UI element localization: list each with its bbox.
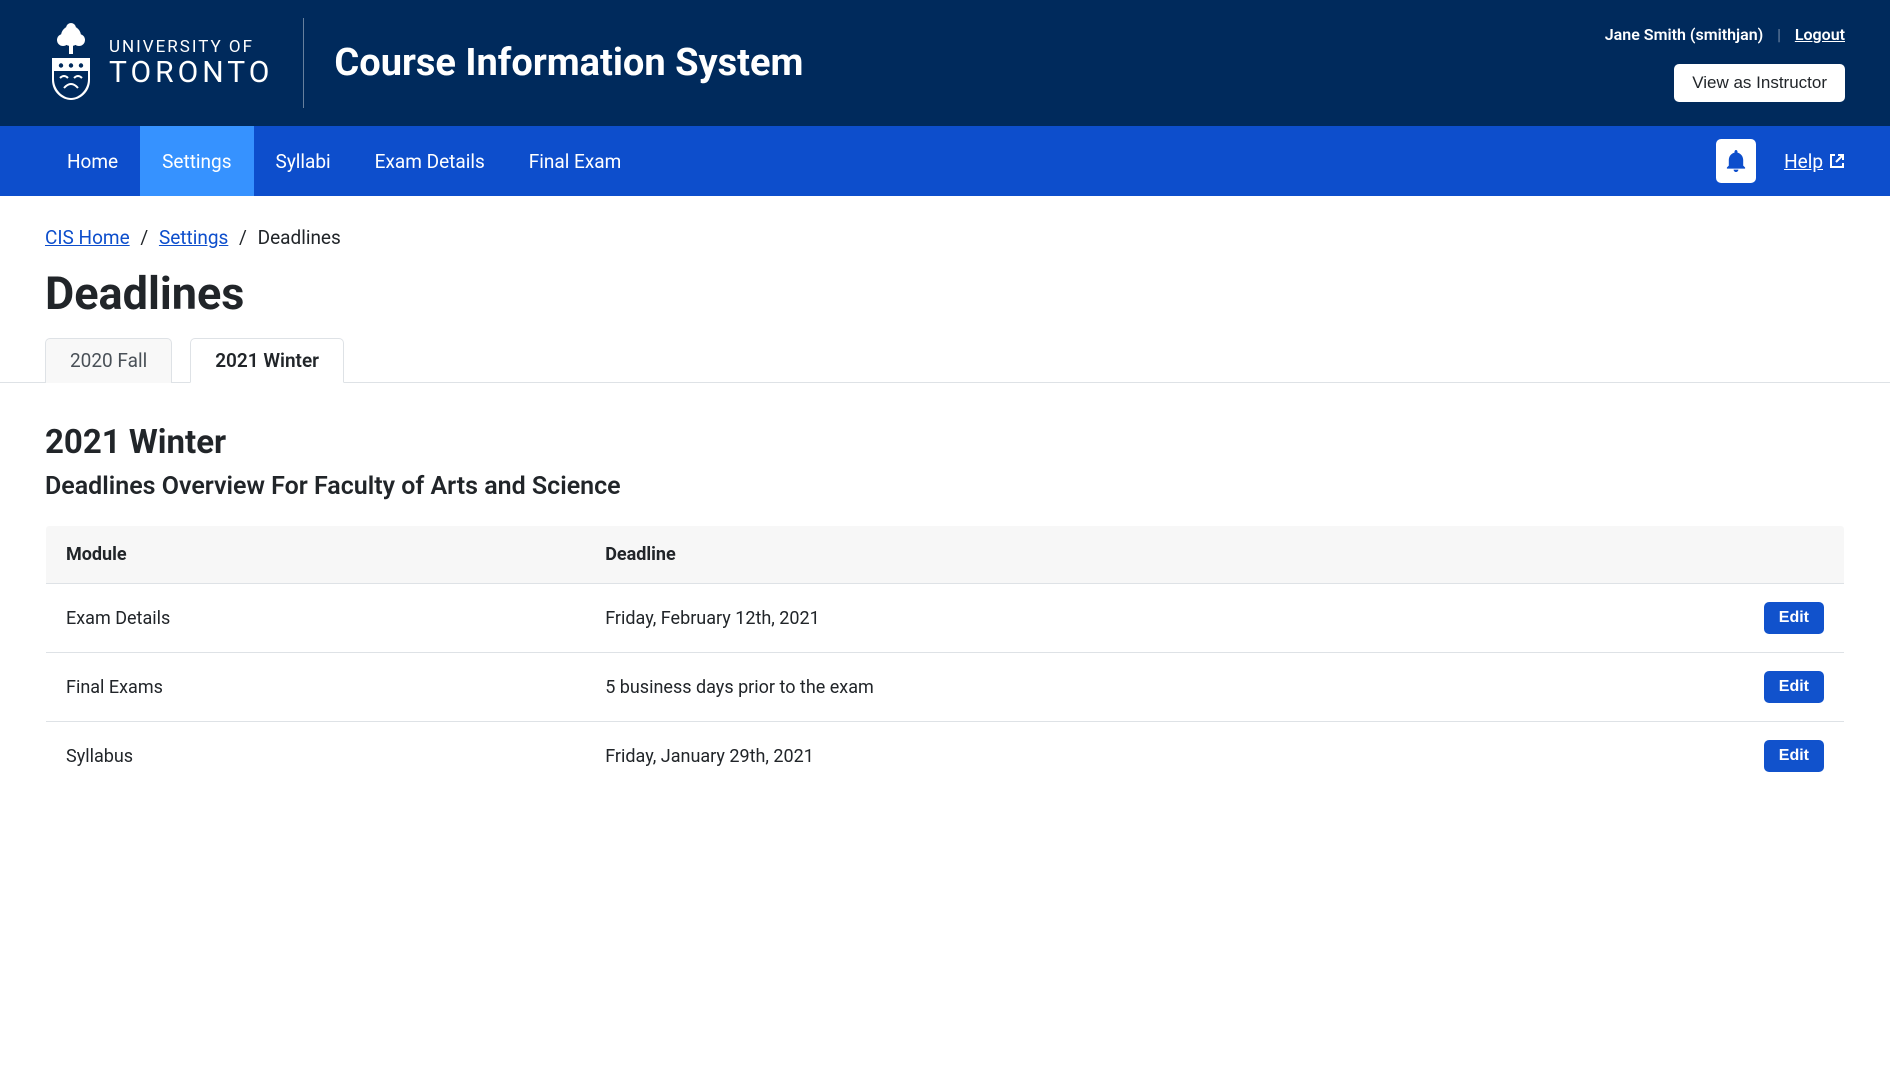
- edit-button[interactable]: Edit: [1764, 602, 1824, 634]
- breadcrumb-current: Deadlines: [258, 226, 341, 249]
- column-deadline: Deadline: [585, 526, 1724, 584]
- wordmark-line1: UNIVERSITY OF: [109, 37, 273, 57]
- notifications-button[interactable]: [1716, 139, 1756, 183]
- nav-settings[interactable]: Settings: [140, 126, 253, 196]
- university-wordmark: UNIVERSITY OF TORONTO: [109, 37, 273, 90]
- help-label: Help: [1784, 150, 1823, 173]
- breadcrumb-separator: /: [239, 226, 247, 249]
- user-display-name: Jane Smith (smithjan): [1605, 25, 1764, 44]
- tabstrip: 2020 Fall 2021 Winter: [0, 338, 1890, 383]
- nav-exam-details[interactable]: Exam Details: [353, 126, 507, 196]
- header-right: Jane Smith (smithjan) | Logout View as I…: [1605, 25, 1845, 102]
- breadcrumb-settings[interactable]: Settings: [159, 226, 228, 249]
- column-action: [1725, 526, 1845, 584]
- edit-button[interactable]: Edit: [1764, 671, 1824, 703]
- page-title: Deadlines: [45, 267, 1845, 320]
- cell-deadline: 5 business days prior to the exam: [585, 653, 1724, 722]
- brand: UNIVERSITY OF TORONTO: [45, 22, 273, 104]
- nav-home[interactable]: Home: [45, 126, 140, 196]
- table-row: Exam Details Friday, February 12th, 2021…: [46, 584, 1845, 653]
- breadcrumb-separator: /: [140, 226, 148, 249]
- tab-2021-winter[interactable]: 2021 Winter: [190, 338, 344, 383]
- help-link[interactable]: Help: [1784, 150, 1845, 173]
- column-module: Module: [46, 526, 586, 584]
- table-header-row: Module Deadline: [46, 526, 1845, 584]
- table-row: Final Exams 5 business days prior to the…: [46, 653, 1845, 722]
- main-nav: Home Settings Syllabi Exam Details Final…: [0, 126, 1890, 196]
- header-divider: [303, 18, 304, 108]
- cell-deadline: Friday, January 29th, 2021: [585, 722, 1724, 791]
- breadcrumb-cis-home[interactable]: CIS Home: [45, 226, 130, 249]
- edit-button[interactable]: Edit: [1764, 740, 1824, 772]
- user-line: Jane Smith (smithjan) | Logout: [1605, 25, 1845, 44]
- section-subtitle: Deadlines Overview For Faculty of Arts a…: [45, 472, 1845, 501]
- bell-icon: [1726, 150, 1746, 172]
- app-title: Course Information System: [334, 41, 803, 85]
- cell-module: Syllabus: [46, 722, 586, 791]
- breadcrumb: CIS Home / Settings / Deadlines: [45, 226, 1845, 249]
- nav-final-exam[interactable]: Final Exam: [507, 126, 644, 196]
- cell-module: Exam Details: [46, 584, 586, 653]
- cell-module: Final Exams: [46, 653, 586, 722]
- nav-right: Help: [1716, 126, 1845, 196]
- deadlines-table: Module Deadline Exam Details Friday, Feb…: [45, 525, 1845, 791]
- external-link-icon: [1829, 153, 1845, 169]
- cell-deadline: Friday, February 12th, 2021: [585, 584, 1724, 653]
- page-body: CIS Home / Settings / Deadlines Deadline…: [0, 196, 1890, 821]
- table-row: Syllabus Friday, January 29th, 2021 Edit: [46, 722, 1845, 791]
- logout-link[interactable]: Logout: [1795, 25, 1845, 44]
- nav-syllabi[interactable]: Syllabi: [254, 126, 353, 196]
- user-separator: |: [1777, 25, 1781, 44]
- university-crest-icon: [45, 22, 97, 104]
- top-header: UNIVERSITY OF TORONTO Course Information…: [0, 0, 1890, 126]
- section-title: 2021 Winter: [45, 423, 1845, 462]
- wordmark-line2: TORONTO: [109, 55, 273, 90]
- tab-2020-fall[interactable]: 2020 Fall: [45, 338, 172, 383]
- view-as-instructor-button[interactable]: View as Instructor: [1674, 64, 1845, 102]
